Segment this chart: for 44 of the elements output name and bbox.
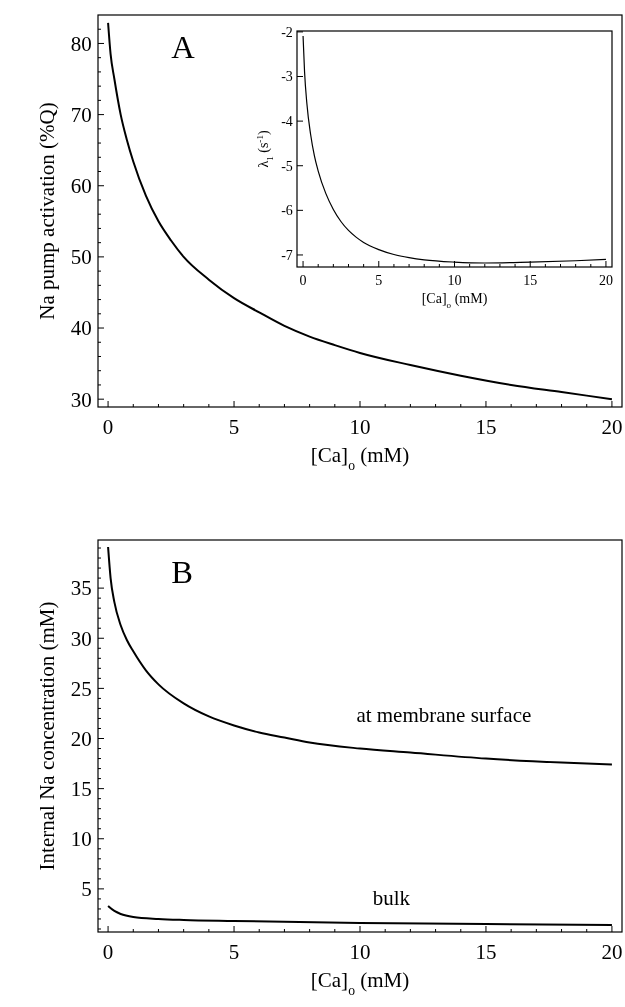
y-tick-label: 70 — [70, 102, 92, 127]
y-tick-label: 30 — [70, 387, 92, 412]
y-tick-label: -6 — [281, 203, 293, 219]
x-tick-label: 15 — [475, 940, 497, 965]
annotation: B — [171, 554, 194, 591]
y-tick-label: 35 — [70, 576, 92, 601]
y-tick-label: 30 — [70, 626, 92, 651]
x-tick-label: 20 — [601, 415, 623, 440]
x-tick-label: 5 — [228, 940, 240, 965]
y-tick-label: 20 — [70, 726, 92, 751]
x-tick-label: 10 — [349, 940, 371, 965]
y-tick-label: -2 — [281, 24, 293, 40]
y-tick-label: 40 — [70, 316, 92, 341]
y-axis-title: Na pump activation (%Q) — [34, 102, 59, 320]
y-tick-label: 60 — [70, 174, 92, 199]
x-axis-title: [Ca]$_{o}$ (mM) — [310, 967, 410, 998]
x-axis-title: [Ca]$_{o}$ (mM) — [421, 291, 488, 311]
x-tick-label: 0 — [299, 273, 307, 289]
y-tick-label: -5 — [281, 158, 293, 174]
x-tick-label: 0 — [102, 940, 114, 965]
y-tick-label: 15 — [70, 776, 92, 801]
x-axis-title: [Ca]$_{o}$ (mM) — [310, 442, 410, 473]
y-tick-label: 10 — [70, 827, 92, 852]
x-tick-label: 15 — [475, 415, 497, 440]
annotation: bulk — [372, 885, 411, 910]
y-tick-label: 5 — [81, 877, 92, 902]
x-tick-label: 20 — [601, 940, 623, 965]
line-series — [107, 546, 613, 766]
y-tick-label: 25 — [70, 676, 92, 701]
y-tick-label: -7 — [281, 247, 293, 263]
x-tick-label: 15 — [523, 273, 538, 289]
x-tick-label: 5 — [375, 273, 383, 289]
x-tick-label: 5 — [228, 415, 240, 440]
y-axis-title: Internal Na concentration (mM) — [34, 601, 59, 871]
annotation: A — [171, 29, 196, 66]
annotation: at membrane surface — [356, 703, 532, 728]
y-tick-label: -3 — [281, 69, 293, 85]
y-tick-label: 50 — [70, 245, 92, 270]
x-tick-label: 10 — [447, 273, 462, 289]
y-tick-label: -4 — [281, 114, 293, 130]
y-tick-label: 80 — [70, 31, 92, 56]
x-tick-label: 10 — [349, 415, 371, 440]
x-tick-label: 0 — [102, 415, 114, 440]
x-tick-label: 20 — [598, 273, 613, 289]
